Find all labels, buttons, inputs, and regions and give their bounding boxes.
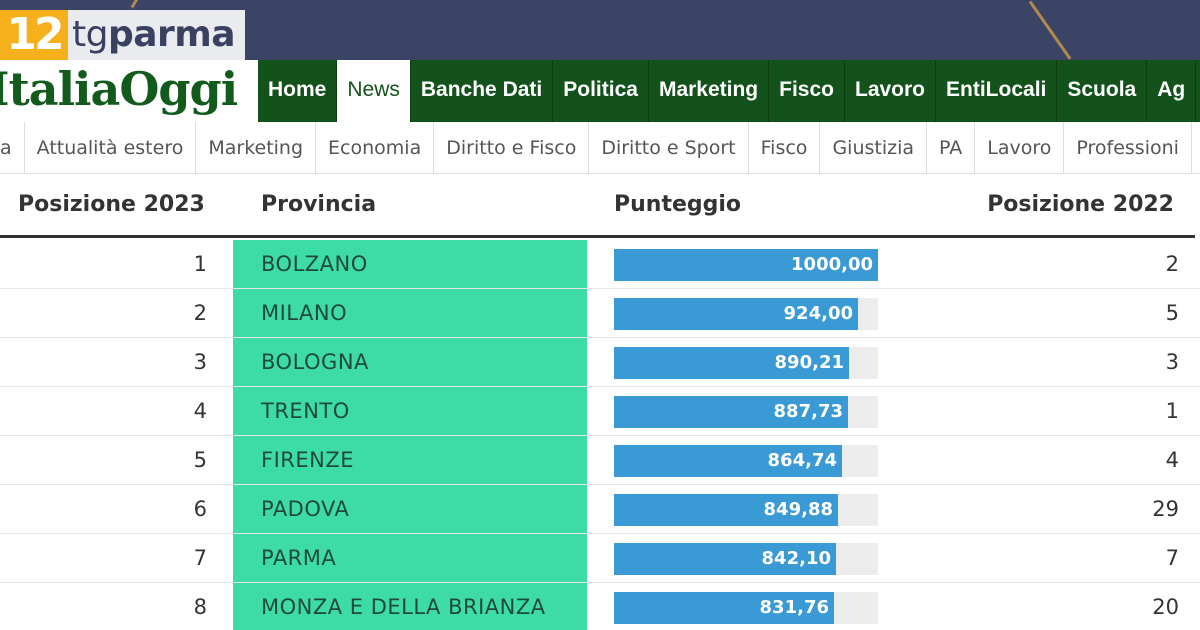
position-2023-cell: 4 (193, 399, 207, 423)
score-bar: 887,73 (614, 396, 848, 428)
position-2022-cell: 1 (1165, 399, 1179, 423)
logo-brand-suffix: parma (107, 14, 236, 55)
score-bar-track: 842,10 (614, 543, 878, 575)
position-2023-cell: 3 (193, 350, 207, 374)
position-2023-cell: 5 (193, 448, 207, 472)
table-body: 1 BOLZANO 1000,00 2 2 MILANO 924,00 5 3 BOLOGNA 89… (0, 240, 1200, 630)
nav-item-home[interactable]: Home (258, 60, 338, 122)
position-2022-cell: 4 (1165, 448, 1179, 472)
nav-item-fisco[interactable]: Fisco (769, 60, 845, 122)
province-cell: BOLZANO (261, 252, 368, 276)
position-2022-cell: 7 (1165, 546, 1179, 570)
table-row: 2 MILANO 924,00 5 (0, 289, 1200, 338)
site-logo-text: ItaliaOggi (0, 62, 238, 116)
header-position-2023: Posizione 2023 (18, 192, 205, 217)
province-cell: PADOVA (261, 497, 350, 521)
main-navigation-bar: ItaliaOggi Home News Banche Dati Politica Ma… (0, 60, 1200, 122)
ranking-table: Posizione 2023 Provincia Punteggio Posiz… (0, 182, 1200, 630)
score-bar: 924,00 (614, 298, 858, 330)
nav-item-news[interactable]: News (337, 60, 411, 122)
section-subnav: a Attualità estero Marketing Economia Diritt… (0, 122, 1200, 174)
position-2022-cell: 3 (1165, 350, 1179, 374)
subnav-item[interactable]: Diritto e Sport (589, 122, 749, 174)
nav-item-banche-dati[interactable]: Banche Dati (411, 60, 554, 122)
subnav-item[interactable]: Or (1192, 122, 1200, 174)
subnav-item[interactable]: Attualità estero (25, 122, 197, 174)
score-bar-track: 890,21 (614, 347, 878, 379)
decorative-line (1028, 0, 1072, 60)
position-2023-cell: 8 (193, 595, 207, 619)
logo-number: 12 (0, 10, 68, 60)
header-position-2022: Posizione 2022 (987, 192, 1174, 217)
subnav-item[interactable]: Lavoro (975, 122, 1065, 174)
position-2022-cell: 29 (1152, 497, 1179, 521)
table-row: 6 PADOVA 849,88 29 (0, 485, 1200, 534)
subnav-item[interactable]: Fisco (749, 122, 821, 174)
header-score: Punteggio (614, 192, 742, 217)
nav-item-marketing[interactable]: Marketing (649, 60, 770, 122)
position-2022-cell: 2 (1165, 252, 1179, 276)
table-row: 5 FIRENZE 864,74 4 (0, 436, 1200, 485)
score-bar-track: 849,88 (614, 494, 878, 526)
score-bar-track: 924,00 (614, 298, 878, 330)
province-cell: FIRENZE (261, 448, 354, 472)
province-cell: PARMA (261, 546, 337, 570)
subnav-item[interactable]: Marketing (196, 122, 317, 174)
nav-item-politica[interactable]: Politica (553, 60, 649, 122)
position-2022-cell: 20 (1152, 595, 1179, 619)
main-nav: Home News Banche Dati Politica Marketing Fisc… (258, 60, 1197, 122)
subnav-item[interactable]: Giustizia (820, 122, 928, 174)
province-cell: BOLOGNA (261, 350, 369, 374)
table-row: 7 PARMA 842,10 7 (0, 534, 1200, 583)
logo-brand: tgparma (68, 10, 246, 60)
position-2022-cell: 5 (1165, 301, 1179, 325)
nav-item-lavoro[interactable]: Lavoro (845, 60, 937, 122)
position-2023-cell: 1 (193, 252, 207, 276)
decorative-line (130, 0, 154, 9)
table-row: 3 BOLOGNA 890,21 3 (0, 338, 1200, 387)
nav-item-ag[interactable]: Ag (1147, 60, 1197, 122)
nav-item-entilocali[interactable]: EntiLocali (936, 60, 1058, 122)
tgparma-logo[interactable]: 12 tgparma (0, 10, 246, 60)
score-bar-track: 864,74 (614, 445, 878, 477)
subnav-item[interactable]: Economia (316, 122, 435, 174)
score-bar: 842,10 (614, 543, 836, 575)
score-bar: 864,74 (614, 445, 842, 477)
score-bar-track: 1000,00 (614, 249, 878, 281)
province-cell: MILANO (261, 301, 348, 325)
score-bar-track: 831,76 (614, 592, 878, 624)
table-row: 8 MONZA E DELLA BRIANZA 831,76 20 (0, 583, 1200, 630)
score-bar-track: 887,73 (614, 396, 878, 428)
subnav-item[interactable]: a (0, 122, 25, 174)
position-2023-cell: 7 (193, 546, 207, 570)
province-cell: MONZA E DELLA BRIANZA (261, 595, 546, 619)
position-2023-cell: 6 (193, 497, 207, 521)
score-bar: 849,88 (614, 494, 838, 526)
logo-brand-prefix: tg (72, 14, 108, 55)
nav-item-scuola[interactable]: Scuola (1057, 60, 1148, 122)
score-bar: 890,21 (614, 347, 849, 379)
score-bar: 831,76 (614, 592, 834, 624)
subnav-item[interactable]: PA (927, 122, 976, 174)
position-2023-cell: 2 (193, 301, 207, 325)
table-row: 1 BOLZANO 1000,00 2 (0, 240, 1200, 289)
score-bar: 1000,00 (614, 249, 878, 281)
header-province: Provincia (261, 192, 377, 217)
site-logo[interactable]: ItaliaOggi (0, 60, 258, 122)
table-header: Posizione 2023 Provincia Punteggio Posiz… (0, 182, 1195, 238)
table-row: 4 TRENTO 887,73 1 (0, 387, 1200, 436)
subnav-item[interactable]: Diritto e Fisco (434, 122, 590, 174)
province-cell: TRENTO (261, 399, 350, 423)
subnav-item[interactable]: Professioni (1064, 122, 1192, 174)
